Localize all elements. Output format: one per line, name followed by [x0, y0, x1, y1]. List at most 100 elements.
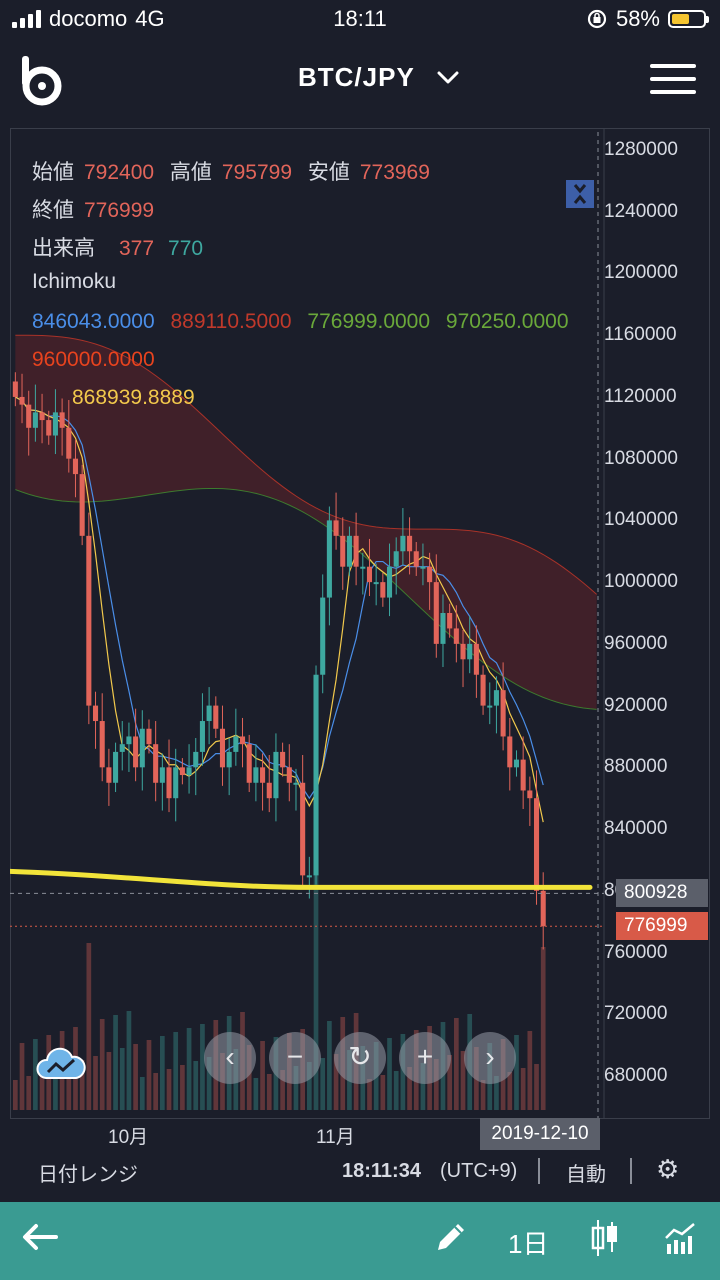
candle-body: [253, 767, 259, 783]
scroll-left-button[interactable]: ‹: [204, 1032, 256, 1084]
volume-bar: [200, 1024, 205, 1110]
candle-body: [233, 736, 239, 752]
ohlc-row: 始値 792400 高値 795799 安値 773969: [32, 156, 440, 186]
volume-bar: [266, 1074, 272, 1110]
volume-bar: [26, 1076, 32, 1110]
ichimoku-conversion: 846043.0000: [32, 310, 155, 333]
pair-label: BTC/JPY: [298, 62, 415, 92]
price-axis-label: 1200000: [604, 262, 678, 284]
candle-body: [286, 767, 292, 783]
volume-bar: [246, 1045, 252, 1110]
volume-bar: [460, 1051, 466, 1110]
candle-body: [246, 744, 252, 783]
price-axis-label: 880000: [604, 756, 668, 778]
candle-body: [266, 782, 272, 799]
timezone-label[interactable]: (UTC+9): [440, 1160, 518, 1182]
reset-view-button[interactable]: ↻: [334, 1032, 386, 1084]
candle-body: [133, 736, 139, 768]
volume-down-value: 377: [119, 237, 155, 260]
candle-body: [326, 520, 332, 598]
candle-body: [206, 705, 212, 722]
candle-body: [400, 535, 406, 552]
candle-body: [46, 420, 52, 436]
interval-selector[interactable]: 1日: [508, 1229, 549, 1259]
candle-body: [92, 705, 99, 722]
volume-bar: [514, 1035, 519, 1110]
volume-row: 出来高 377 770: [32, 232, 213, 262]
pencil-icon[interactable]: [434, 1220, 468, 1259]
candle-body: [480, 674, 486, 706]
auto-scale-button[interactable]: 自動: [566, 1164, 606, 1186]
volume-bar: [380, 1075, 386, 1110]
date-range-button[interactable]: 日付レンジ: [38, 1164, 138, 1186]
ichimoku-span-b-line: [15, 334, 597, 595]
back-arrow-icon[interactable]: [20, 1220, 60, 1263]
price-axis-label: 1240000: [604, 200, 678, 222]
toolbar-divider: [630, 1158, 632, 1184]
volume-bar: [307, 1062, 312, 1110]
volume-bar: [66, 1064, 72, 1110]
bottom-nav: 1日: [0, 1202, 720, 1280]
pair-selector[interactable]: BTC/JPY: [298, 62, 459, 93]
status-time: 18:11: [333, 6, 387, 31]
price-axis-label: 1280000: [604, 139, 678, 160]
candle-body: [453, 628, 459, 644]
price-axis-label: 1120000: [604, 385, 677, 407]
volume-bar: [393, 1071, 399, 1110]
collapse-panel-icon[interactable]: [566, 180, 594, 208]
candle-body: [99, 721, 105, 768]
volume-bar: [534, 1064, 539, 1110]
sma-line: [15, 396, 544, 823]
candle-body: [507, 736, 513, 768]
candlestick-icon[interactable]: [590, 1218, 620, 1263]
volume-bar: [153, 1073, 158, 1110]
candle-body: [39, 412, 45, 421]
price-axis-label: 1080000: [604, 447, 678, 469]
candle-body: [273, 751, 279, 799]
price-axis-label: 920000: [604, 694, 668, 716]
candle-body: [119, 744, 125, 752]
volume-bar: [367, 1079, 372, 1110]
battery-icon: [668, 10, 709, 28]
candle-body: [393, 551, 399, 567]
candle-body: [460, 643, 466, 660]
cloud-icon[interactable]: [36, 1046, 86, 1082]
ichimoku-values-row: 846043.0000 889110.5000 776999.0000 9702…: [32, 310, 579, 334]
candle-body: [447, 613, 453, 629]
volume-bar: [166, 1069, 172, 1110]
volume-bar: [13, 1080, 18, 1110]
candle-body: [186, 767, 192, 776]
candle-body: [72, 458, 79, 475]
candle-body: [193, 751, 199, 768]
volume-bar: [193, 1061, 199, 1110]
ichimoku-span-b: 960000.0000: [32, 348, 155, 371]
candle-body: [32, 412, 38, 428]
zoom-in-button[interactable]: +: [399, 1032, 451, 1084]
sma-row: 868939.8889: [72, 386, 205, 410]
toolbar-divider: [538, 1158, 540, 1184]
app-header: BTC/JPY: [0, 40, 720, 120]
gear-icon[interactable]: ⚙: [656, 1154, 680, 1184]
candle-body: [146, 728, 152, 745]
candle-body: [333, 520, 339, 536]
zoom-out-button[interactable]: −: [269, 1032, 321, 1084]
volume-bar: [260, 1041, 265, 1110]
volume-bar: [327, 1021, 332, 1110]
high-label: 高値: [169, 161, 212, 184]
candle-body: [59, 412, 65, 428]
candle-body: [520, 759, 526, 791]
candle-body: [360, 566, 366, 569]
hamburger-menu-icon[interactable]: [650, 64, 696, 98]
scroll-right-button[interactable]: ›: [464, 1032, 516, 1084]
candle-body: [540, 890, 546, 927]
indicators-icon[interactable]: [664, 1220, 696, 1261]
candle-body: [346, 535, 352, 567]
candle-body: [353, 535, 359, 567]
volume-bar: [206, 1057, 212, 1110]
volume-bar: [99, 1019, 105, 1110]
sma-value: 868939.8889: [72, 386, 195, 409]
volume-bar: [180, 1065, 185, 1110]
volume-bar: [79, 1060, 85, 1110]
candle-body: [386, 566, 393, 598]
candle-body: [226, 751, 232, 768]
